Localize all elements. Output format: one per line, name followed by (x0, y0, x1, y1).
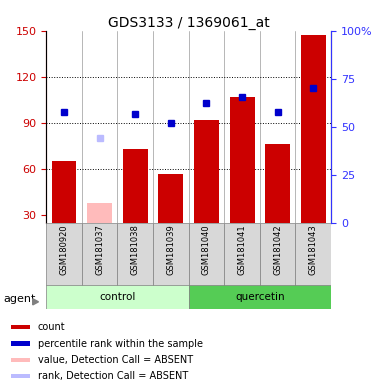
Bar (158, 174, 183, 223)
Bar (265, 144, 290, 223)
Text: GSM181038: GSM181038 (131, 225, 140, 275)
Text: GSM181041: GSM181041 (238, 225, 246, 275)
Bar (52, 161, 77, 223)
Bar (296, 223, 331, 286)
Text: count: count (38, 322, 65, 332)
Text: rank, Detection Call = ABSENT: rank, Detection Call = ABSENT (38, 371, 188, 381)
Text: GSM181043: GSM181043 (309, 225, 318, 275)
Text: GSM181040: GSM181040 (202, 225, 211, 275)
Text: quercetin: quercetin (235, 292, 285, 302)
Bar (260, 223, 296, 286)
Bar (153, 223, 189, 286)
Bar (229, 97, 254, 223)
Bar (123, 149, 148, 223)
Bar (117, 223, 153, 286)
Bar (12, 325, 30, 329)
Bar (12, 341, 30, 346)
Bar (224, 223, 260, 286)
Bar (189, 285, 331, 309)
Bar (12, 358, 30, 362)
Bar (87, 203, 112, 223)
Bar (189, 223, 224, 286)
Text: GSM181039: GSM181039 (166, 225, 175, 275)
Text: GSM180920: GSM180920 (60, 225, 69, 275)
Bar (46, 223, 82, 286)
Bar (82, 223, 117, 286)
Bar (301, 35, 326, 223)
Title: GDS3133 / 1369061_at: GDS3133 / 1369061_at (108, 16, 270, 30)
Text: percentile rank within the sample: percentile rank within the sample (38, 339, 203, 349)
Text: control: control (99, 292, 136, 302)
Text: GSM181042: GSM181042 (273, 225, 282, 275)
Bar (12, 374, 30, 378)
Bar (194, 120, 219, 223)
Text: agent: agent (4, 294, 36, 304)
Text: GSM181037: GSM181037 (95, 225, 104, 275)
Bar (46, 285, 189, 309)
Text: value, Detection Call = ABSENT: value, Detection Call = ABSENT (38, 355, 193, 365)
